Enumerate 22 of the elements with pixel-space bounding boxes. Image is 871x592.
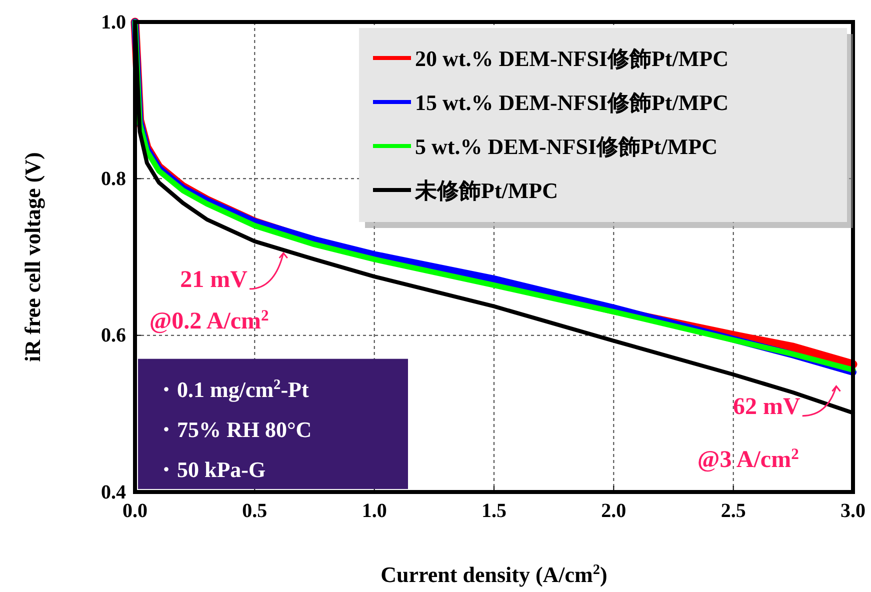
legend-label: 未修飾Pt/MPC: [414, 178, 558, 203]
x-tick-label: 1.5: [482, 500, 506, 522]
y-tick-label: 0.8: [101, 168, 126, 190]
annotation: 62 mV: [733, 394, 802, 420]
y-tick-label: 0.6: [101, 324, 126, 347]
x-tick-label: 1.0: [362, 500, 387, 522]
y-tick-label: 1.0: [101, 11, 126, 34]
x-tick-label: 2.5: [720, 500, 746, 522]
x-axis-title: Current density (A/cm$^{2}$): [380, 562, 608, 587]
annotation: ・75% RH 80°C: [155, 416, 312, 442]
annotation: @0.2 A/cm$^{2}$: [149, 306, 270, 334]
legend-label: 15 wt.% DEM-NFSI修飾Pt/MPC: [415, 90, 728, 115]
legend-label: 5 wt.% DEM-NFSI修飾Pt/MPC: [415, 134, 718, 159]
annotation: ・0.1 mg/cm$^{2}$-Pt: [155, 376, 310, 402]
y-axis-title: iR free cell voltage (V): [20, 152, 45, 362]
x-tick-label: 0.5: [242, 500, 268, 522]
annotation: 21 mV: [180, 266, 248, 293]
annotation: ・50 kPa-G: [155, 456, 266, 482]
legend-label: 20 wt.% DEM-NFSI修飾Pt/MPC: [415, 46, 728, 71]
x-tick-label: 3.0: [840, 500, 866, 522]
x-tick-label: 2.0: [601, 500, 626, 522]
annotation: @3 A/cm$^{2}$: [697, 445, 800, 473]
